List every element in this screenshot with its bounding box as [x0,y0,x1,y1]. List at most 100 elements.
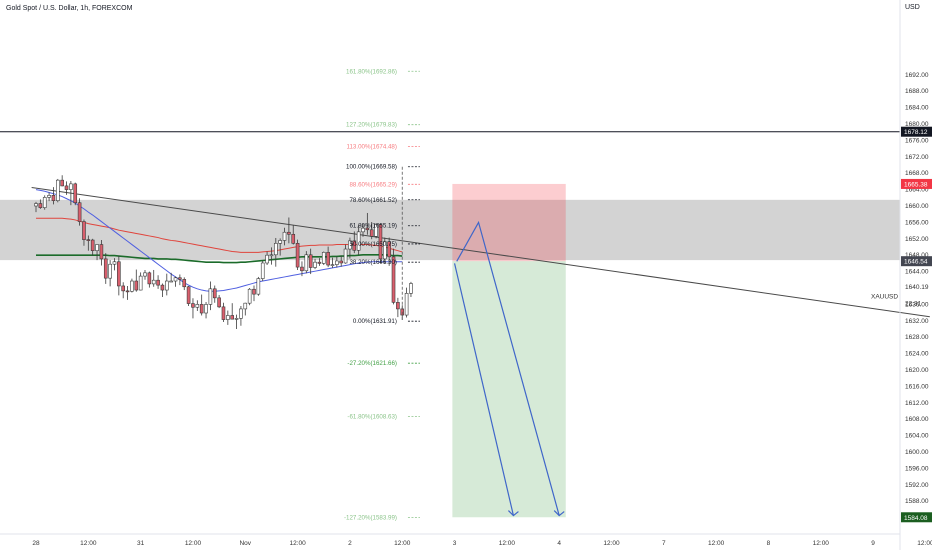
candle [112,258,117,271]
candle-body [90,239,95,251]
candle [125,285,130,300]
x-tick-label: 12:00 [603,540,620,547]
candle [378,224,383,264]
candle-body [103,258,108,279]
candle [90,238,95,256]
candle-body [378,224,383,260]
y-tick-label: 1608.00 [905,416,929,423]
candle-body [86,239,91,241]
candle-body [69,183,73,190]
trendline [31,187,930,318]
x-tick-label: 12:00 [708,540,725,547]
candle [47,192,51,202]
y-tick-label: 1680.00 [905,121,929,128]
candle-body [295,243,300,268]
candle [295,239,300,270]
candle [121,282,125,299]
candle-body [99,244,104,260]
candle [326,246,330,268]
fib-level-label: 61.80%(1655.19) [349,223,396,230]
candle [396,297,400,318]
candle [260,260,265,282]
fibonacci-layer: 161.80%(1692.86) 127.20%(1679.83) 113.00%(… [344,68,420,522]
y-tick-label: 1604.00 [905,433,929,440]
candle [404,287,409,318]
candle-body [361,227,365,233]
candle [234,314,239,329]
candle [99,240,104,266]
candle [38,199,43,209]
candle [300,261,304,277]
candle [51,187,56,205]
y-tick-label: 1620.00 [905,367,929,374]
candle [282,227,287,246]
candle-body [51,195,56,201]
candle [165,273,169,296]
candle-body [352,240,357,251]
candle [330,257,335,268]
candle [117,255,121,296]
candle [34,201,38,213]
candle-body [182,279,187,288]
x-tick-label: 31 [137,540,145,547]
candle-body [178,277,182,280]
candle-body [396,302,400,310]
candle [361,224,365,237]
candle-body [186,286,191,304]
y-tick-label: 1632.00 [905,318,929,325]
candle-body [173,277,178,282]
candle [335,256,339,268]
x-tick-label: 7 [662,540,666,547]
candle-body [156,279,160,286]
candle-body [143,272,147,277]
candle-body [247,288,252,304]
candle [221,302,226,323]
y-tick-label: 1612.00 [905,400,929,407]
y-tick-label: 1628.00 [905,334,929,341]
candle-body [256,278,261,295]
candle [156,275,160,289]
x-tick-label: 8 [767,540,771,547]
candle [208,281,213,311]
candle-body [365,227,370,231]
take-profit-zone [452,261,566,518]
candle-body [326,252,330,266]
x-tick-label: 12:00 [80,540,97,547]
candle [239,306,243,326]
candle-body [199,304,204,314]
y-tick-label: 1664.00 [905,187,929,194]
candle-body [335,260,339,265]
candle-body [291,233,296,244]
fib-level-label: 38.20%(1646.30) [349,259,396,266]
candle [212,285,217,303]
candle-body [60,179,64,187]
candle-body [130,280,134,292]
candle-body [38,203,43,208]
fib-level-label: 50.00%(1650.75) [349,241,396,248]
candle-body [243,302,248,310]
candle [374,223,378,239]
candle-body [147,272,152,285]
candle-body [117,261,121,287]
resistance-zone [0,199,900,261]
candle-body [108,263,112,279]
candle [321,251,326,266]
candle [86,235,91,251]
candle-body [221,306,226,320]
candle [369,221,374,240]
candle [55,178,60,203]
candle-body [234,318,239,320]
currency-label: USD [905,4,920,11]
y-tick-label: 1592.00 [905,482,929,489]
candle [130,278,134,293]
candle-body [204,304,208,314]
candle-body [151,279,156,285]
candle [60,175,64,187]
candle-body [217,297,221,308]
y-tick-label: 1668.00 [905,170,929,177]
candle-body [269,254,274,257]
candle [317,258,322,266]
candle-body [287,231,291,235]
candle-body [134,280,139,291]
